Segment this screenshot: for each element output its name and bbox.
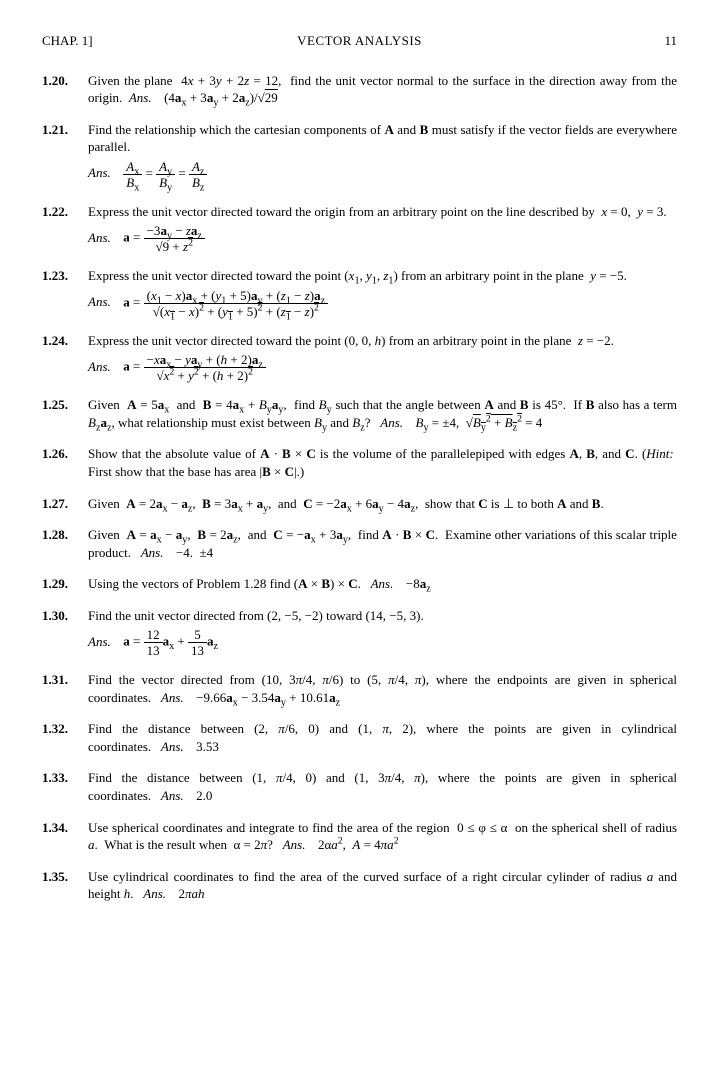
page-number: 11	[607, 32, 677, 50]
problem-body: Find the distance between (2, π/6, 0) an…	[88, 720, 677, 755]
page-header: CHAP. 1] VECTOR ANALYSIS 11	[42, 32, 677, 50]
problem: 1.20.Given the plane 4x + 3y + 2z = 12, …	[42, 72, 677, 107]
problem-number: 1.21.	[42, 121, 88, 189]
problem: 1.23.Express the unit vector directed to…	[42, 267, 677, 318]
problem-text: Use cylindrical coordinates to find the …	[88, 868, 677, 903]
problem-number: 1.28.	[42, 526, 88, 561]
answer-row: Ans. AxBx = AyBy = AzBz	[88, 160, 677, 189]
problem: 1.25.Given A = 5ax and B = 4ax + Byay, f…	[42, 396, 677, 431]
problem-body: Show that the absolute value of A · B × …	[88, 445, 677, 480]
problem-number: 1.26.	[42, 445, 88, 480]
problem-text: Find the distance between (2, π/6, 0) an…	[88, 720, 677, 755]
problem-text: Given A = 2ax − az, B = 3ax + ay, and C …	[88, 495, 677, 513]
problem-body: Using the vectors of Problem 1.28 find (…	[88, 575, 677, 593]
problem-number: 1.31.	[42, 671, 88, 706]
answer-row: Ans. a = −xax − yay + (h + 2)az√x2 + y2 …	[88, 353, 677, 382]
problem-number: 1.33.	[42, 769, 88, 804]
problem-text: Given the plane 4x + 3y + 2z = 12, find …	[88, 72, 677, 107]
problem-body: Use spherical coordinates and integrate …	[88, 819, 677, 854]
problem-text: Given A = 5ax and B = 4ax + Byay, find B…	[88, 396, 677, 431]
ans-label: Ans.	[88, 359, 111, 374]
answer-row: Ans. a = (x1 − x)ax + (y1 + 5)ay + (z1 −…	[88, 289, 677, 318]
problem: 1.31.Find the vector directed from (10, …	[42, 671, 677, 706]
ans-label: Ans.	[88, 634, 111, 649]
problem-text: Express the unit vector directed toward …	[88, 203, 677, 221]
problem: 1.27.Given A = 2ax − az, B = 3ax + ay, a…	[42, 495, 677, 513]
ans-label: Ans.	[88, 294, 111, 309]
problem: 1.32.Find the distance between (2, π/6, …	[42, 720, 677, 755]
problem: 1.35.Use cylindrical coordinates to find…	[42, 868, 677, 903]
problem: 1.29.Using the vectors of Problem 1.28 f…	[42, 575, 677, 593]
problem-body: Express the unit vector directed toward …	[88, 267, 677, 318]
ans-label: Ans.	[88, 165, 111, 180]
problem-number: 1.22.	[42, 203, 88, 254]
problem-number: 1.35.	[42, 868, 88, 903]
problem-body: Find the unit vector directed from (2, −…	[88, 607, 677, 658]
problem: 1.34.Use spherical coordinates and integ…	[42, 819, 677, 854]
problem-body: Find the relationship which the cartesia…	[88, 121, 677, 189]
problem-number: 1.25.	[42, 396, 88, 431]
problem-body: Given A = 2ax − az, B = 3ax + ay, and C …	[88, 495, 677, 513]
problem: 1.33.Find the distance between (1, π/4, …	[42, 769, 677, 804]
problem-text: Find the unit vector directed from (2, −…	[88, 607, 677, 625]
answer-row: Ans. a = 1213ax + 513az	[88, 628, 677, 657]
problem: 1.26.Show that the absolute value of A ·…	[42, 445, 677, 480]
problem-body: Find the vector directed from (10, 3π/4,…	[88, 671, 677, 706]
problem-text: Show that the absolute value of A · B × …	[88, 445, 677, 480]
problem-text: Express the unit vector directed toward …	[88, 332, 677, 350]
problem-text: Use spherical coordinates and integrate …	[88, 819, 677, 854]
problem-body: Express the unit vector directed toward …	[88, 203, 677, 254]
ans-label: Ans.	[88, 230, 111, 245]
problem-body: Find the distance between (1, π/4, 0) an…	[88, 769, 677, 804]
problem-text: Express the unit vector directed toward …	[88, 267, 677, 285]
problem-text: Find the distance between (1, π/4, 0) an…	[88, 769, 677, 804]
problem-text: Given A = ax − ay, B = 2az, and C = −ax …	[88, 526, 677, 561]
problem-body: Given the plane 4x + 3y + 2z = 12, find …	[88, 72, 677, 107]
problem-number: 1.20.	[42, 72, 88, 107]
problem-number: 1.27.	[42, 495, 88, 513]
problem: 1.21.Find the relationship which the car…	[42, 121, 677, 189]
problem: 1.28.Given A = ax − ay, B = 2az, and C =…	[42, 526, 677, 561]
problem: 1.30.Find the unit vector directed from …	[42, 607, 677, 658]
problem-text: Using the vectors of Problem 1.28 find (…	[88, 575, 677, 593]
answer-row: Ans. a = −3ay − zaz√9 + z2	[88, 224, 677, 253]
problem-text: Find the vector directed from (10, 3π/4,…	[88, 671, 677, 706]
problem-body: Express the unit vector directed toward …	[88, 332, 677, 383]
problem: 1.24.Express the unit vector directed to…	[42, 332, 677, 383]
header-left: CHAP. 1]	[42, 32, 112, 50]
problem-body: Given A = 5ax and B = 4ax + Byay, find B…	[88, 396, 677, 431]
problem-number: 1.34.	[42, 819, 88, 854]
problem-number: 1.23.	[42, 267, 88, 318]
problem-number: 1.29.	[42, 575, 88, 593]
problem-body: Use cylindrical coordinates to find the …	[88, 868, 677, 903]
problem-number: 1.30.	[42, 607, 88, 658]
problem: 1.22.Express the unit vector directed to…	[42, 203, 677, 254]
problem-list: 1.20.Given the plane 4x + 3y + 2z = 12, …	[42, 72, 677, 903]
problem-text: Find the relationship which the cartesia…	[88, 121, 677, 156]
problem-number: 1.24.	[42, 332, 88, 383]
problem-number: 1.32.	[42, 720, 88, 755]
problem-body: Given A = ax − ay, B = 2az, and C = −ax …	[88, 526, 677, 561]
header-center: VECTOR ANALYSIS	[112, 32, 607, 50]
